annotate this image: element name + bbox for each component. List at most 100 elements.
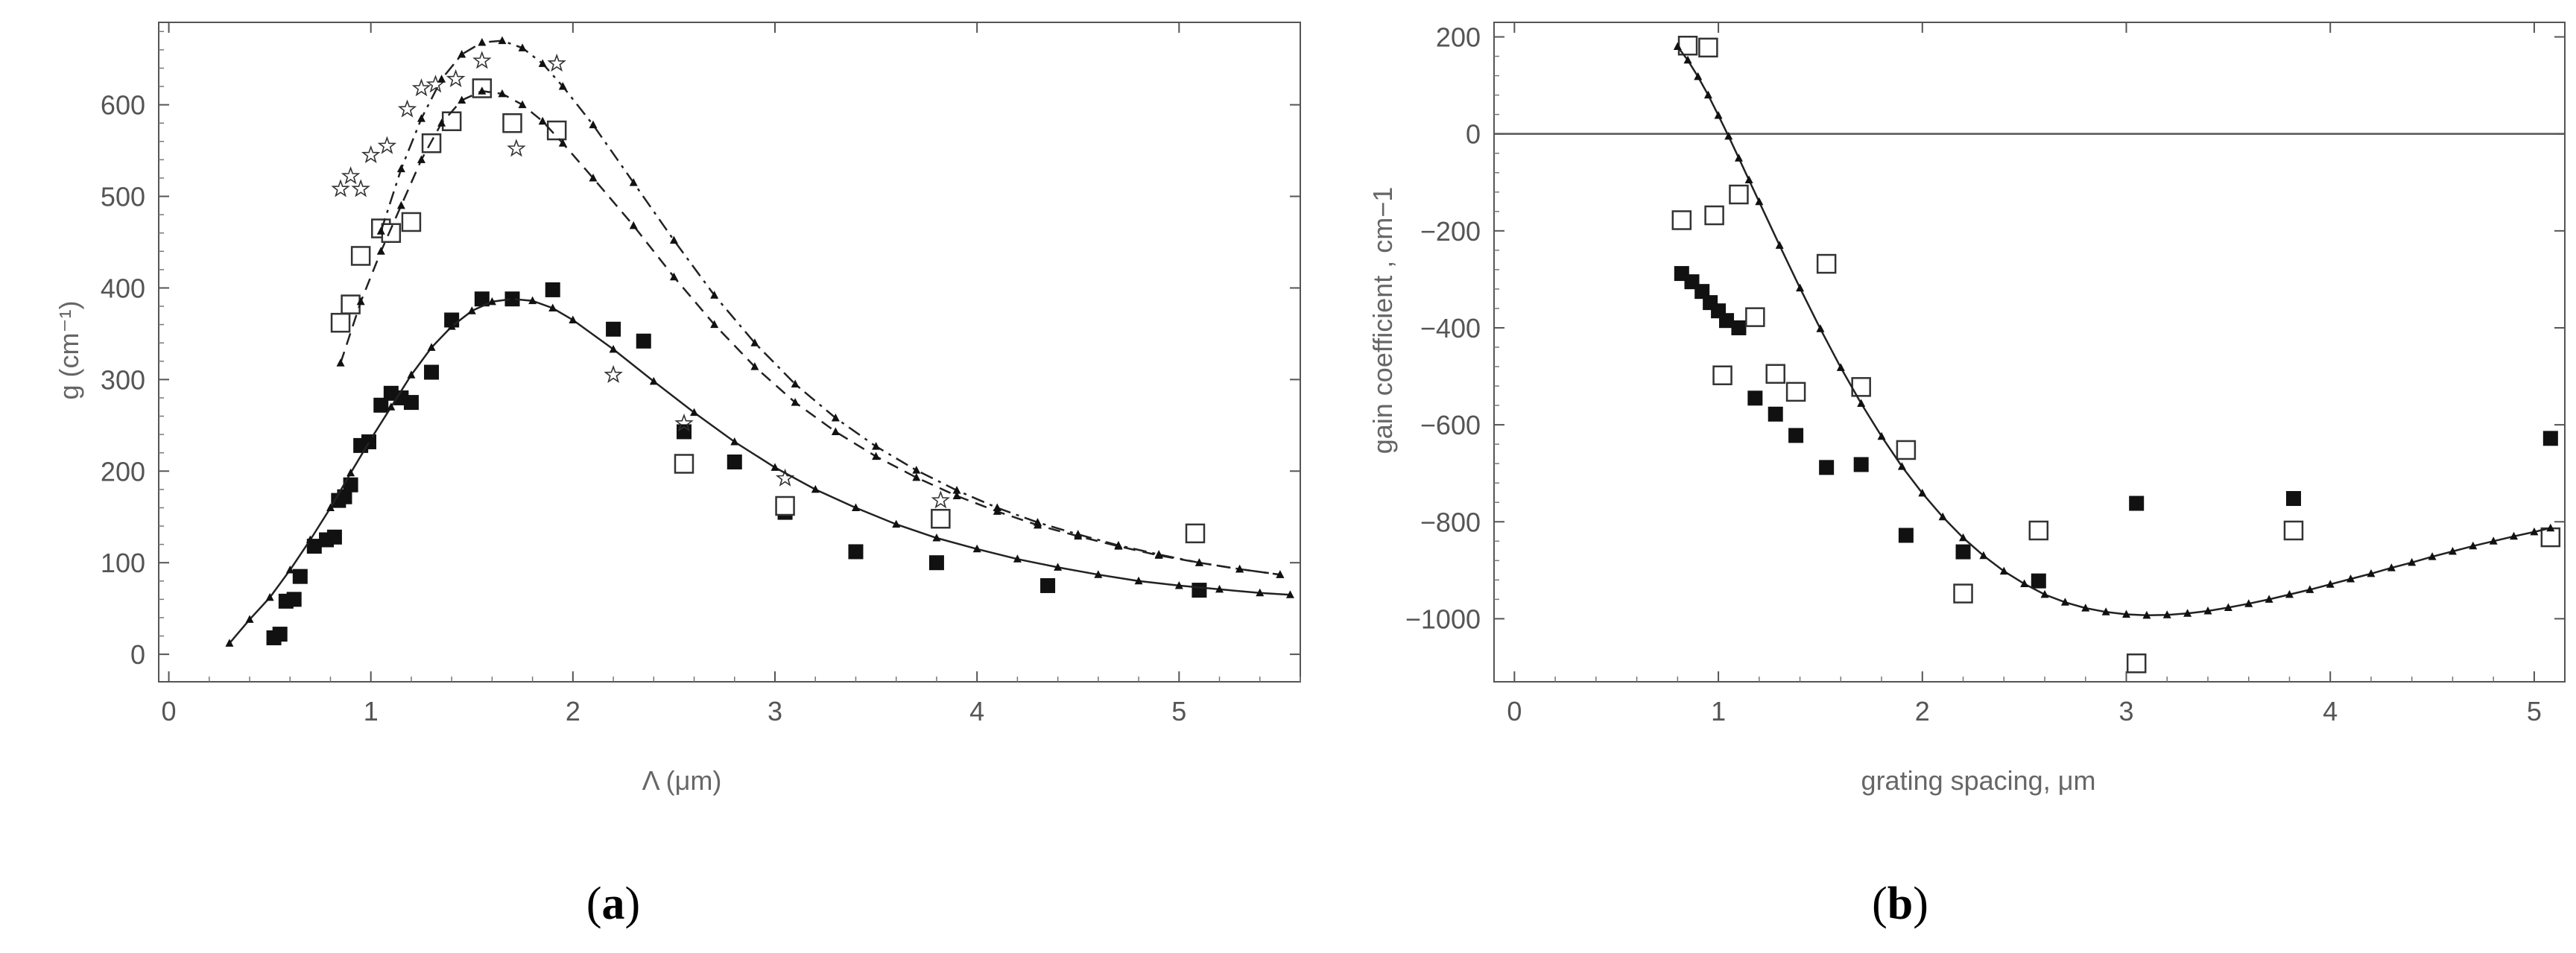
- triangle-point: [1114, 540, 1123, 549]
- panel-b-y-tick-label: −400: [1420, 313, 1481, 343]
- triangle-point: [1694, 72, 1703, 80]
- triangle-point: [2101, 607, 2110, 615]
- triangle-point: [589, 120, 598, 129]
- panel-a-series-0: [266, 282, 1207, 645]
- open-square-point: [1816, 253, 1837, 274]
- triangle-point: [1999, 566, 2008, 575]
- panel-a-series-5: [376, 36, 1285, 578]
- filled-square-point: [928, 555, 944, 571]
- panel-b-series: [1671, 35, 2561, 674]
- triangle-point: [1979, 551, 1988, 560]
- triangle-point: [2387, 563, 2396, 572]
- open-square-point: [1851, 377, 1871, 397]
- filled-square-point: [2031, 573, 2046, 589]
- triangle-point: [498, 36, 507, 45]
- panel-a-caption: (a): [586, 878, 640, 929]
- triangle-point: [1034, 518, 1042, 526]
- triangle-point: [336, 358, 345, 367]
- triangle-point: [538, 59, 547, 67]
- triangle-point: [1673, 42, 1682, 51]
- open-square-point: [1698, 37, 1718, 58]
- open-square-point: [330, 312, 351, 333]
- triangle-point: [437, 118, 446, 127]
- triangle-point: [467, 306, 476, 314]
- filled-square-point: [2129, 496, 2145, 511]
- panel-a-series-4: [336, 86, 1285, 578]
- panel-a-y-tick-label: 600: [101, 90, 145, 121]
- filled-square-point: [326, 529, 342, 545]
- triangle-point: [225, 639, 234, 647]
- triangle-point: [791, 379, 800, 388]
- triangle-point: [407, 370, 416, 379]
- triangle-point: [285, 566, 294, 574]
- triangle-point: [458, 50, 466, 58]
- panel-a-series-2: [331, 51, 951, 509]
- triangle-point: [2448, 546, 2457, 555]
- triangle-point: [437, 75, 446, 83]
- panel-a-x-tick-label: 3: [768, 696, 782, 726]
- open-square-point: [1765, 364, 1785, 384]
- triangle-point: [2428, 552, 2437, 560]
- triangle-point: [811, 484, 820, 493]
- filled-square-point: [1955, 544, 1971, 560]
- panel-a-axes: 0 1 2 3 4 5 0 100 200 300 400 500 600: [101, 22, 1301, 726]
- triangle-point: [972, 544, 981, 553]
- filled-square-point: [1040, 577, 1056, 593]
- triangle-point: [1918, 488, 1927, 497]
- panel-a-y-tick-label: 100: [101, 548, 145, 578]
- triangle-point: [458, 95, 466, 104]
- panel-a-y-tick-label: 500: [101, 182, 145, 212]
- triangle-point: [912, 466, 921, 474]
- triangle-point: [872, 442, 881, 450]
- star-point: [377, 136, 397, 154]
- triangle-point: [1857, 399, 1866, 407]
- panel-a-y-tick-label: 200: [101, 456, 145, 487]
- triangle-point: [1276, 570, 1285, 578]
- star-point: [351, 179, 370, 197]
- star-point: [397, 99, 417, 118]
- open-square-point: [2028, 520, 2049, 541]
- triangle-point: [932, 534, 941, 542]
- panel-a-x-tick-label: 1: [364, 696, 379, 726]
- panel-b-plot-frame: [1493, 22, 2566, 683]
- triangle-point: [487, 297, 496, 305]
- triangle-point: [1959, 533, 1968, 542]
- triangle-point: [569, 315, 577, 323]
- triangle-point: [2326, 580, 2335, 588]
- triangle-point: [2060, 598, 2069, 606]
- panel-a-x-tick-label: 4: [969, 696, 984, 726]
- triangle-point: [851, 503, 860, 511]
- triangle-point: [1074, 530, 1083, 538]
- panel-a-series-3: [225, 294, 1294, 647]
- filled-square-point: [1768, 406, 1783, 422]
- triangle-point: [2408, 557, 2417, 566]
- triangle-point: [1256, 588, 1265, 597]
- filled-square-point: [1719, 313, 1735, 329]
- triangle-point: [831, 427, 840, 435]
- star-point: [341, 166, 361, 185]
- panel-b-x-tick-label: 5: [2527, 696, 2542, 726]
- triangle-point: [669, 272, 678, 281]
- triangle-point: [2306, 585, 2314, 593]
- filled-square-point: [474, 291, 490, 307]
- filled-square-point: [848, 544, 864, 560]
- star-point: [931, 490, 951, 509]
- filled-square-point: [292, 569, 308, 584]
- panel-b-x-tick-label: 3: [2118, 696, 2133, 726]
- triangle-point: [629, 221, 638, 229]
- triangle-point: [2020, 579, 2029, 588]
- panel-a-x-tick-label: 0: [162, 696, 177, 726]
- triangle-point: [518, 43, 527, 51]
- triangle-point: [417, 155, 425, 163]
- panel-a-series-line: [380, 39, 1281, 576]
- triangle-point: [791, 398, 800, 406]
- filled-square-point: [1819, 460, 1835, 475]
- open-square-point: [2540, 527, 2561, 548]
- open-square-point: [1745, 307, 1765, 327]
- triangle-point: [326, 503, 335, 511]
- triangle-point: [2142, 610, 2151, 619]
- open-square-point: [1729, 184, 1749, 205]
- open-square-point: [350, 246, 371, 266]
- open-square-point: [1712, 365, 1732, 385]
